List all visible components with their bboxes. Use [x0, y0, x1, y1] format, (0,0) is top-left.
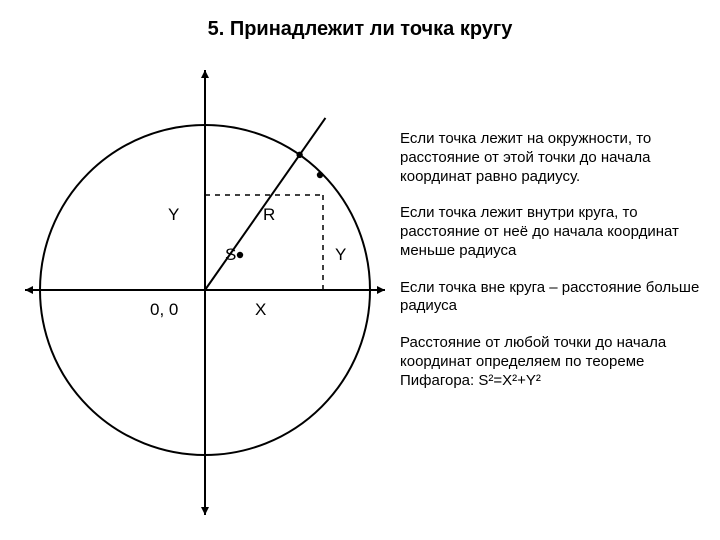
- svg-text:Y: Y: [168, 205, 179, 224]
- svg-text:Y: Y: [335, 245, 346, 264]
- para-pythagoras: Расстояние от любой точки до начала коор…: [400, 334, 700, 390]
- circle-diagram: Y R S Y X 0, 0: [20, 60, 390, 520]
- para-inside: Если точка лежит внутри круга, то рассто…: [400, 204, 700, 260]
- page-title: 5. Принадлежит ли точка кругу: [0, 18, 720, 41]
- svg-text:S: S: [225, 245, 236, 264]
- para-on-circle: Если точка лежит на окружности, то расст…: [400, 130, 700, 186]
- para-outside: Если точка вне круга – расстояние больше…: [400, 279, 700, 317]
- description-block: Если точка лежит на окружности, то расст…: [400, 130, 700, 408]
- svg-text:X: X: [255, 300, 266, 319]
- svg-text:0, 0: 0, 0: [150, 300, 178, 319]
- svg-text:R: R: [263, 205, 275, 224]
